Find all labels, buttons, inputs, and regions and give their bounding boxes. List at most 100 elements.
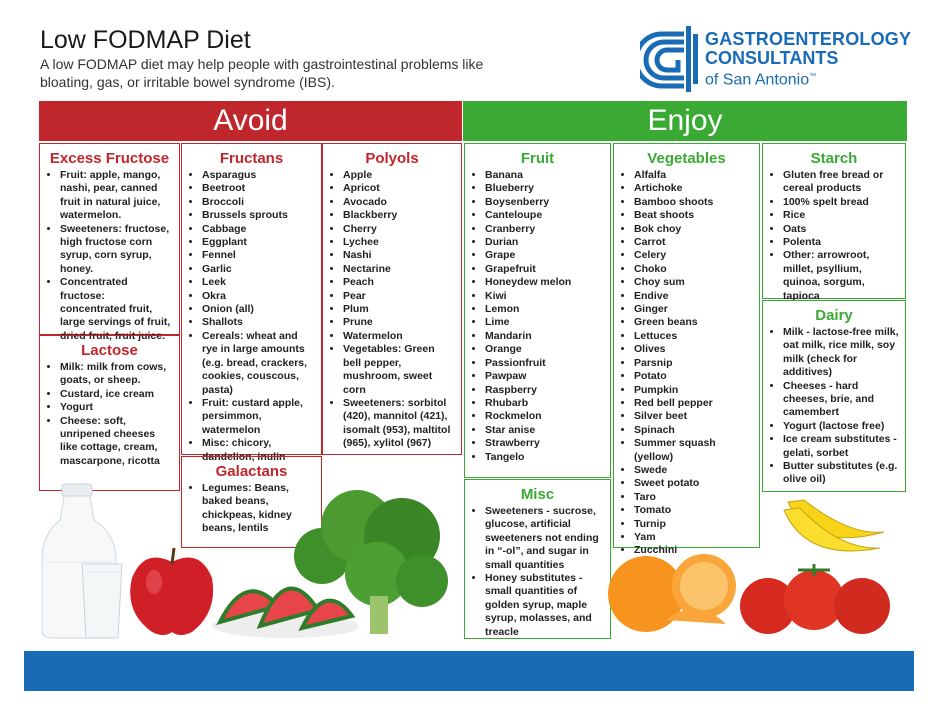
list-item: Brussels sprouts	[202, 209, 315, 222]
list-item: Beetroot	[202, 182, 315, 195]
list-item: Rockmelon	[485, 410, 604, 423]
list-item: Passionfruit	[485, 357, 604, 370]
list-item: Apple	[343, 169, 455, 182]
list-item: Butter substitutes (e.g. olive oil)	[783, 460, 899, 487]
list-item: Celery	[634, 249, 753, 262]
list-item: Raspberry	[485, 384, 604, 397]
list-item: Tangelo	[485, 451, 604, 464]
list-item: Leek	[202, 276, 315, 289]
excess-fructose-list: Fruit: apple, mango, nashi, pear, canned…	[46, 169, 173, 343]
misc-list: Sweeteners - sucrose, glucose, artificia…	[471, 505, 604, 639]
list-item: Broccoli	[202, 196, 315, 209]
lactose-title: Lactose	[81, 342, 138, 359]
list-item: Pumpkin	[634, 384, 753, 397]
list-item: Other: arrowroot, millet, psyllium, quin…	[783, 249, 899, 303]
logo-mark-icon	[633, 24, 700, 94]
misc-box: Misc Sweeteners - sucrose, glucose, arti…	[464, 479, 611, 639]
list-item: Cheese: soft, unripened cheeses like cot…	[60, 415, 173, 469]
list-item: Apricot	[343, 182, 455, 195]
apple-image	[124, 542, 220, 638]
starch-box: Starch Gluten free bread or cereal produ…	[762, 143, 906, 302]
list-item: Sweeteners: fructose, high fructose corn…	[60, 223, 173, 277]
logo-line2: CONSULTANTS	[705, 48, 839, 68]
fruit-title: Fruit	[520, 150, 555, 167]
list-item: Pawpaw	[485, 370, 604, 383]
list-item: Eggplant	[202, 236, 315, 249]
list-item: Okra	[202, 290, 315, 303]
list-item: Legumes: Beans, baked beans, chickpeas, …	[202, 482, 315, 536]
list-item: Swede	[634, 464, 753, 477]
list-item: Milk: milk from cows, goats, or sheep.	[60, 361, 173, 388]
list-item: Nashi	[343, 249, 455, 262]
list-item: Lemon	[485, 303, 604, 316]
broccoli-image	[282, 486, 452, 636]
list-item: Green beans	[634, 316, 753, 329]
excess-fructose-title: Excess Fructose	[49, 150, 170, 167]
vegetables-title: Vegetables	[647, 150, 726, 167]
excess-fructose-box: Excess Fructose Fruit: apple, mango, nas…	[39, 143, 180, 342]
list-item: Mandarin	[485, 330, 604, 343]
list-item: Turnip	[634, 518, 753, 531]
list-item: Peach	[343, 276, 455, 289]
enjoy-banner: Enjoy	[463, 101, 907, 141]
list-item: Cereals: wheat and rye in large amounts …	[202, 330, 315, 397]
fructans-title: Fructans	[219, 150, 284, 167]
starch-title: Starch	[810, 150, 858, 167]
list-item: Zucchini	[634, 544, 753, 557]
polyols-list: Apple Apricot Avocado Blackberry Cherry …	[329, 169, 455, 451]
list-item: Onion (all)	[202, 303, 315, 316]
list-item: Strawberry	[485, 437, 604, 450]
list-item: Yam	[634, 531, 753, 544]
list-item: Avocado	[343, 196, 455, 209]
list-item: Canteloupe	[485, 209, 604, 222]
list-item: Garlic	[202, 263, 315, 276]
list-item: Kiwi	[485, 290, 604, 303]
fructans-list: Asparagus Beetroot Broccoli Brussels spr…	[188, 169, 315, 464]
galactans-list: Legumes: Beans, baked beans, chickpeas, …	[188, 482, 315, 536]
misc-title: Misc	[520, 486, 555, 503]
list-item: Lychee	[343, 236, 455, 249]
dairy-title: Dairy	[815, 307, 853, 324]
list-item: Olives	[634, 343, 753, 356]
list-item: Boysenberry	[485, 196, 604, 209]
list-item: Tomato	[634, 504, 753, 517]
list-item: Sweet potato	[634, 477, 753, 490]
dairy-box: Dairy Milk - lactose-free milk, oat milk…	[762, 300, 906, 492]
banana-image	[780, 492, 890, 562]
list-item: Gluten free bread or cereal products	[783, 169, 899, 196]
list-item: Bok choy	[634, 223, 753, 236]
list-item: Blueberry	[485, 182, 604, 195]
list-item: Lime	[485, 316, 604, 329]
galactans-box: Galactans Legumes: Beans, baked beans, c…	[181, 456, 322, 548]
dairy-list: Milk - lactose-free milk, oat milk, rice…	[769, 326, 899, 487]
polyols-box: Polyols Apple Apricot Avocado Blackberry…	[322, 143, 462, 455]
list-item: Cherry	[343, 223, 455, 236]
list-item: Endive	[634, 290, 753, 303]
list-item: Bamboo shoots	[634, 196, 753, 209]
list-item: Prune	[343, 316, 455, 329]
list-item: Polenta	[783, 236, 899, 249]
galactans-title: Galactans	[215, 463, 288, 480]
list-item: Ginger	[634, 303, 753, 316]
list-item: Beat shoots	[634, 209, 753, 222]
vegetables-box: Vegetables Alfalfa Artichoke Bamboo shoo…	[613, 143, 760, 556]
orange-image	[606, 546, 742, 638]
list-item: Pear	[343, 290, 455, 303]
list-item: Honeydew melon	[485, 276, 604, 289]
list-item: Sweeteners: sorbitol (420), mannitol (42…	[343, 397, 455, 451]
list-item: Durian	[485, 236, 604, 249]
page-subtitle: A low FODMAP diet may help people with g…	[40, 56, 484, 90]
list-item: Ice cream substitutes - gelati, sorbet	[783, 433, 899, 460]
list-item: Watermelon	[343, 330, 455, 343]
list-item: Choy sum	[634, 276, 753, 289]
avoid-banner: Avoid	[39, 101, 462, 141]
list-item: Silver beet	[634, 410, 753, 423]
list-item: Grape	[485, 249, 604, 262]
list-item: Cabbage	[202, 223, 315, 236]
list-item: Nectarine	[343, 263, 455, 276]
list-item: Milk - lactose-free milk, oat milk, rice…	[783, 326, 899, 380]
list-item: Vegetables: Green bell pepper, mushroom,…	[343, 343, 455, 397]
lactose-box: Lactose Milk: milk from cows, goats, or …	[39, 335, 180, 491]
list-item: 100% spelt bread	[783, 196, 899, 209]
starch-list: Gluten free bread or cereal products 100…	[769, 169, 899, 303]
